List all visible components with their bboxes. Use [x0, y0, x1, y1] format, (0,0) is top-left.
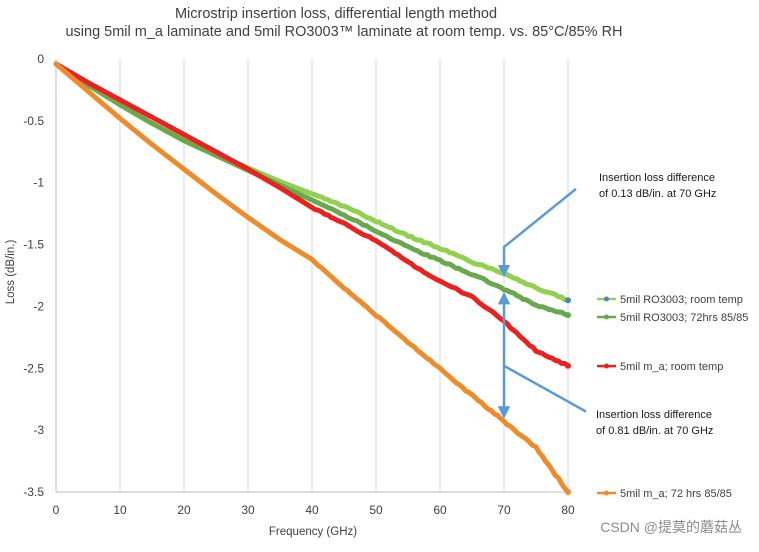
- x-axis-label: Frequency (GHz): [269, 526, 357, 538]
- series-end-marker-4: [565, 489, 571, 495]
- y-tick-label: -1: [33, 176, 44, 190]
- annotation-text-1: Insertion loss difference: [599, 172, 715, 184]
- series-end-marker-3: [565, 362, 571, 369]
- legend-label-1: 5mil RO3003; room temp: [620, 294, 743, 306]
- annotation-text-2: Insertion loss difference: [596, 409, 712, 421]
- annotation-text-1: of 0.13 dB/in. at 70 GHz: [599, 188, 716, 200]
- x-tick-label: 20: [177, 503, 191, 517]
- y-tick-label: -3.5: [23, 485, 44, 499]
- series-end-marker-1: [565, 297, 571, 304]
- legend-label-4: 5mil m_a; 72 hrs 85/85: [620, 488, 732, 500]
- x-tick-label: 80: [561, 503, 575, 517]
- x-tick-label: 50: [369, 503, 383, 517]
- legend-marker-2: [604, 314, 609, 320]
- y-tick-label: -0.5: [23, 114, 44, 128]
- chart-title-group: Microstrip insertion loss, differential …: [65, 6, 622, 40]
- annotation-leader-lower: [503, 364, 587, 413]
- legend-label-2: 5mil RO3003; 72hrs 85/85: [620, 312, 748, 324]
- y-tick-label: -3: [33, 423, 44, 437]
- legend-label-3: 5mil m_a; room temp: [620, 361, 723, 373]
- y-tick-label: -1.5: [23, 238, 44, 252]
- series-end-marker-2: [565, 312, 571, 319]
- chart-title-line-2: using 5mil m_a laminate and 5mil RO3003™…: [65, 24, 622, 40]
- y-tick-label: -2.5: [23, 361, 44, 375]
- grid-layer: [119, 59, 569, 492]
- watermark-text: CSDN @提莫的蘑菇丛: [600, 519, 742, 535]
- x-tick-label: 70: [497, 503, 511, 517]
- legend: 5mil RO3003; room temp 5mil RO3003; 72hrs…: [597, 294, 748, 500]
- y-tick-label: 0: [37, 52, 44, 66]
- x-tick-label: 40: [305, 503, 319, 517]
- axes-layer: [55, 59, 568, 493]
- legend-marker-4: [604, 490, 609, 496]
- legend-marker-3: [604, 363, 609, 369]
- y-tick-label: -2: [33, 299, 44, 313]
- x-tick-label: 30: [241, 503, 255, 517]
- series-line-4: [53, 61, 571, 495]
- x-tick-label: 0: [53, 503, 60, 517]
- y-axis-label: Loss (dB/in.): [5, 240, 17, 305]
- series-line-2: [53, 61, 571, 318]
- tick-layer: 0 10 20 30 40 50 60 70 80 0 -0.5 -1 -1.5 -2 -2.5 -3 -3.5: [23, 52, 575, 517]
- x-tick-label: 60: [433, 503, 447, 517]
- x-tick-label: 10: [113, 503, 127, 517]
- annotation-leader-upper: [502, 187, 577, 251]
- chart-title-line-1: Microstrip insertion loss, differential …: [175, 6, 497, 22]
- series-line-3: [53, 61, 571, 369]
- annotation-text-2: of 0.81 dB/in. at 70 GHz: [596, 425, 713, 437]
- legend-marker-1: [604, 296, 609, 302]
- series-layer: [53, 61, 571, 495]
- annotation-layer: Insertion loss difference of 0.13 dB/in. …: [497, 172, 716, 437]
